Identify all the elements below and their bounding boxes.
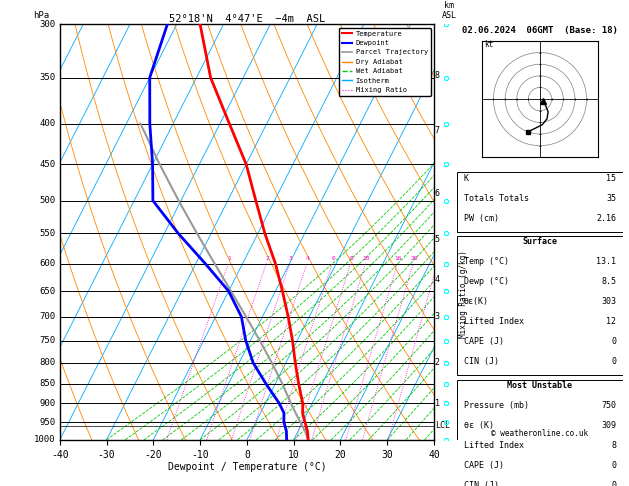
- Text: 550: 550: [39, 229, 55, 238]
- Text: CAPE (J): CAPE (J): [464, 337, 504, 346]
- Text: Pressure (mb): Pressure (mb): [464, 401, 529, 410]
- Text: PW (cm): PW (cm): [464, 214, 499, 223]
- Text: K: K: [464, 174, 469, 183]
- Text: 0: 0: [611, 337, 616, 346]
- Text: 13.1: 13.1: [596, 257, 616, 266]
- Text: 350: 350: [39, 73, 55, 82]
- Text: 850: 850: [39, 379, 55, 388]
- X-axis label: Dewpoint / Temperature (°C): Dewpoint / Temperature (°C): [167, 462, 326, 472]
- Text: 600: 600: [39, 259, 55, 268]
- Text: θε(K): θε(K): [464, 297, 489, 306]
- Text: 309: 309: [601, 421, 616, 430]
- Text: 4: 4: [435, 275, 440, 284]
- Text: 400: 400: [39, 119, 55, 128]
- Text: Totals Totals: Totals Totals: [464, 194, 529, 203]
- Text: 2: 2: [265, 256, 269, 260]
- Title: 52°18'N  4°47'E  −4m  ASL: 52°18'N 4°47'E −4m ASL: [169, 14, 325, 23]
- Text: CIN (J): CIN (J): [464, 357, 499, 366]
- Text: 3: 3: [435, 312, 440, 321]
- Bar: [457, 236, 623, 375]
- Text: 8: 8: [435, 71, 440, 80]
- Text: hPa: hPa: [33, 11, 49, 20]
- Text: 5: 5: [435, 235, 440, 244]
- Text: km
ASL: km ASL: [442, 1, 457, 20]
- Text: Mixing Ratio (g/kg): Mixing Ratio (g/kg): [459, 250, 469, 338]
- Text: 750: 750: [39, 336, 55, 345]
- Bar: [457, 380, 623, 486]
- Text: 8: 8: [611, 441, 616, 450]
- Text: 650: 650: [39, 287, 55, 295]
- Text: Most Unstable: Most Unstable: [508, 381, 572, 390]
- Text: 0: 0: [611, 357, 616, 366]
- Text: 7: 7: [435, 126, 440, 135]
- Text: 450: 450: [39, 160, 55, 169]
- Text: 20: 20: [410, 256, 418, 260]
- Text: 6: 6: [435, 189, 440, 198]
- Text: 15: 15: [606, 174, 616, 183]
- Text: 1000: 1000: [34, 435, 55, 444]
- Text: 16: 16: [394, 256, 402, 260]
- Text: Lifted Index: Lifted Index: [464, 317, 524, 326]
- Text: 1: 1: [435, 399, 440, 408]
- Text: 0: 0: [611, 461, 616, 469]
- Text: kt: kt: [484, 40, 493, 49]
- Text: 303: 303: [601, 297, 616, 306]
- Text: Lifted Index: Lifted Index: [464, 441, 524, 450]
- Text: Dewp (°C): Dewp (°C): [464, 277, 509, 286]
- Text: 02.06.2024  06GMT  (Base: 18): 02.06.2024 06GMT (Base: 18): [462, 26, 618, 35]
- Text: © weatheronline.co.uk: © weatheronline.co.uk: [491, 429, 589, 438]
- Text: Surface: Surface: [523, 237, 557, 246]
- Text: 6: 6: [331, 256, 335, 260]
- Text: 35: 35: [606, 194, 616, 203]
- Text: 4: 4: [306, 256, 309, 260]
- Text: 300: 300: [39, 20, 55, 29]
- Legend: Temperature, Dewpoint, Parcel Trajectory, Dry Adiabat, Wet Adiabat, Isotherm, Mi: Temperature, Dewpoint, Parcel Trajectory…: [339, 28, 430, 96]
- Text: 500: 500: [39, 196, 55, 205]
- Text: 800: 800: [39, 358, 55, 367]
- Text: 950: 950: [39, 417, 55, 427]
- Text: θε (K): θε (K): [464, 421, 494, 430]
- Text: CAPE (J): CAPE (J): [464, 461, 504, 469]
- Text: CIN (J): CIN (J): [464, 481, 499, 486]
- Text: 12: 12: [606, 317, 616, 326]
- Text: 10: 10: [362, 256, 370, 260]
- Text: 750: 750: [601, 401, 616, 410]
- Text: 1: 1: [228, 256, 231, 260]
- Text: 700: 700: [39, 312, 55, 321]
- Text: 900: 900: [39, 399, 55, 408]
- Text: 8.5: 8.5: [601, 277, 616, 286]
- Text: 2.16: 2.16: [596, 214, 616, 223]
- Text: 3: 3: [289, 256, 292, 260]
- Text: Temp (°C): Temp (°C): [464, 257, 509, 266]
- Text: 2: 2: [435, 358, 440, 367]
- Bar: [457, 172, 623, 232]
- Text: LCL: LCL: [435, 421, 450, 430]
- Text: 0: 0: [611, 481, 616, 486]
- Text: 8: 8: [350, 256, 353, 260]
